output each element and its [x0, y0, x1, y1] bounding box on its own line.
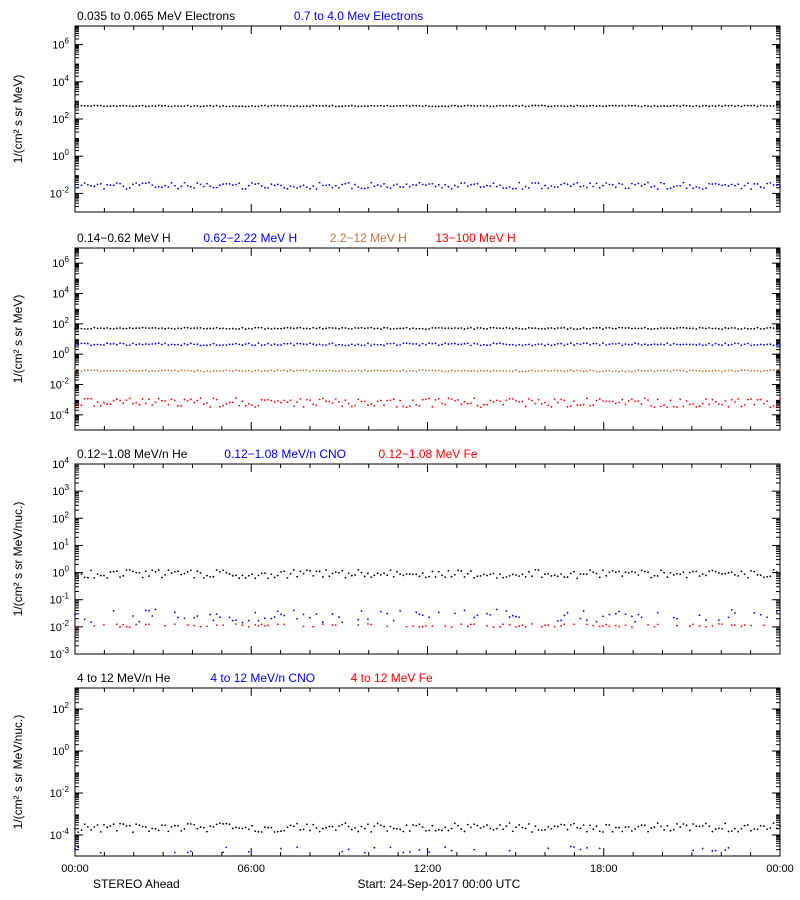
x-tick-label-3: 18:00	[590, 863, 618, 875]
ytick-label: 10-4	[50, 407, 70, 422]
panel-1-ylabel: 1/(cm² s sr MeV)	[11, 295, 25, 384]
ytick-label: 102	[52, 316, 69, 331]
ytick-label: 10-2	[50, 377, 70, 392]
ytick-label: 10-1	[50, 592, 70, 607]
panel-1-series-0	[74, 327, 781, 330]
ytick-label: 102	[52, 701, 69, 716]
panel-0-frame	[75, 26, 780, 212]
panel-2-series-1	[74, 608, 778, 623]
ytick-label: 10-2	[50, 185, 70, 200]
panel-1-title-3: 13−100 MeV H	[435, 231, 515, 245]
ytick-label: 102	[52, 510, 69, 525]
panel-2-series-0	[74, 569, 781, 579]
chart-svg: 0.035 to 0.065 MeV Electrons 0.7 to 4.0 M…	[0, 0, 800, 900]
ytick-label: 10-3	[50, 646, 70, 661]
panel-1-frame	[75, 248, 780, 430]
panel-0-series-1	[74, 182, 781, 190]
ytick-label: 103	[52, 483, 69, 498]
panel-3-series-1	[74, 846, 729, 854]
x-tick-label-0: 00:00	[61, 863, 89, 875]
ytick-label: 102	[52, 111, 69, 126]
ytick-label: 10-2	[50, 785, 70, 800]
chart-figure: 0.035 to 0.065 MeV Electrons 0.7 to 4.0 M…	[0, 0, 800, 900]
panel-3-title-1: 4 to 12 MeV/n CNO	[210, 671, 315, 685]
panel-0-ylabel: 1/(cm² s sr MeV)	[11, 75, 25, 164]
panel-2-title-0: 0.12−1.08 MeV/n He	[77, 447, 188, 461]
x-tick-label-2: 12:00	[414, 863, 442, 875]
panel-1-series-1	[74, 342, 781, 346]
ytick-label: 100	[52, 148, 69, 163]
panel-0-title-1: 0.7 to 4.0 Mev Electrons	[294, 9, 423, 23]
ytick-label: 101	[52, 537, 69, 552]
panel-2-title-1: 0.12−1.08 MeV/n CNO	[224, 447, 346, 461]
ytick-label: 104	[52, 74, 69, 89]
panel-1-series-3	[74, 397, 781, 408]
footer-left-label: STEREO Ahead	[93, 877, 180, 891]
panel-3-title-0: 4 to 12 MeV/n He	[77, 671, 171, 685]
ytick-label: 106	[52, 37, 69, 52]
ytick-label: 104	[52, 286, 69, 301]
x-tick-label-4: 00:00	[766, 863, 794, 875]
panel-1-title-2: 2.2−12 MeV H	[330, 231, 407, 245]
panel-2-ylabel: 1/(cm² s sr MeV/nuc.)	[11, 502, 25, 617]
panel-3-series-0	[74, 822, 781, 833]
panel-3-title-2: 4 to 12 MeV Fe	[351, 671, 433, 685]
ytick-label: 104	[52, 456, 69, 471]
ytick-label: 10-4	[50, 827, 70, 842]
panel-2-frame	[75, 464, 780, 654]
panel-0-title-0: 0.035 to 0.065 MeV Electrons	[77, 9, 235, 23]
ytick-label: 100	[52, 565, 69, 580]
ytick-label: 100	[52, 346, 69, 361]
footer-center-label: Start: 24-Sep-2017 00:00 UTC	[358, 877, 521, 891]
panel-3-ylabel: 1/(cm² s sr MeV/nuc.)	[11, 715, 25, 830]
panel-1-series-2	[74, 369, 781, 372]
ytick-label: 106	[52, 255, 69, 270]
x-tick-label-1: 06:00	[237, 863, 265, 875]
ytick-label: 10-2	[50, 619, 70, 634]
panel-2-title-2: 0.12−1.08 MeV Fe	[379, 447, 478, 461]
panel-2-series-2	[77, 623, 781, 628]
panel-1-title-1: 0.62−2.22 MeV H	[203, 231, 297, 245]
panel-0-series-0	[74, 105, 781, 108]
ytick-label: 100	[52, 743, 69, 758]
panel-1-title-0: 0.14−0.62 MeV H	[77, 231, 171, 245]
